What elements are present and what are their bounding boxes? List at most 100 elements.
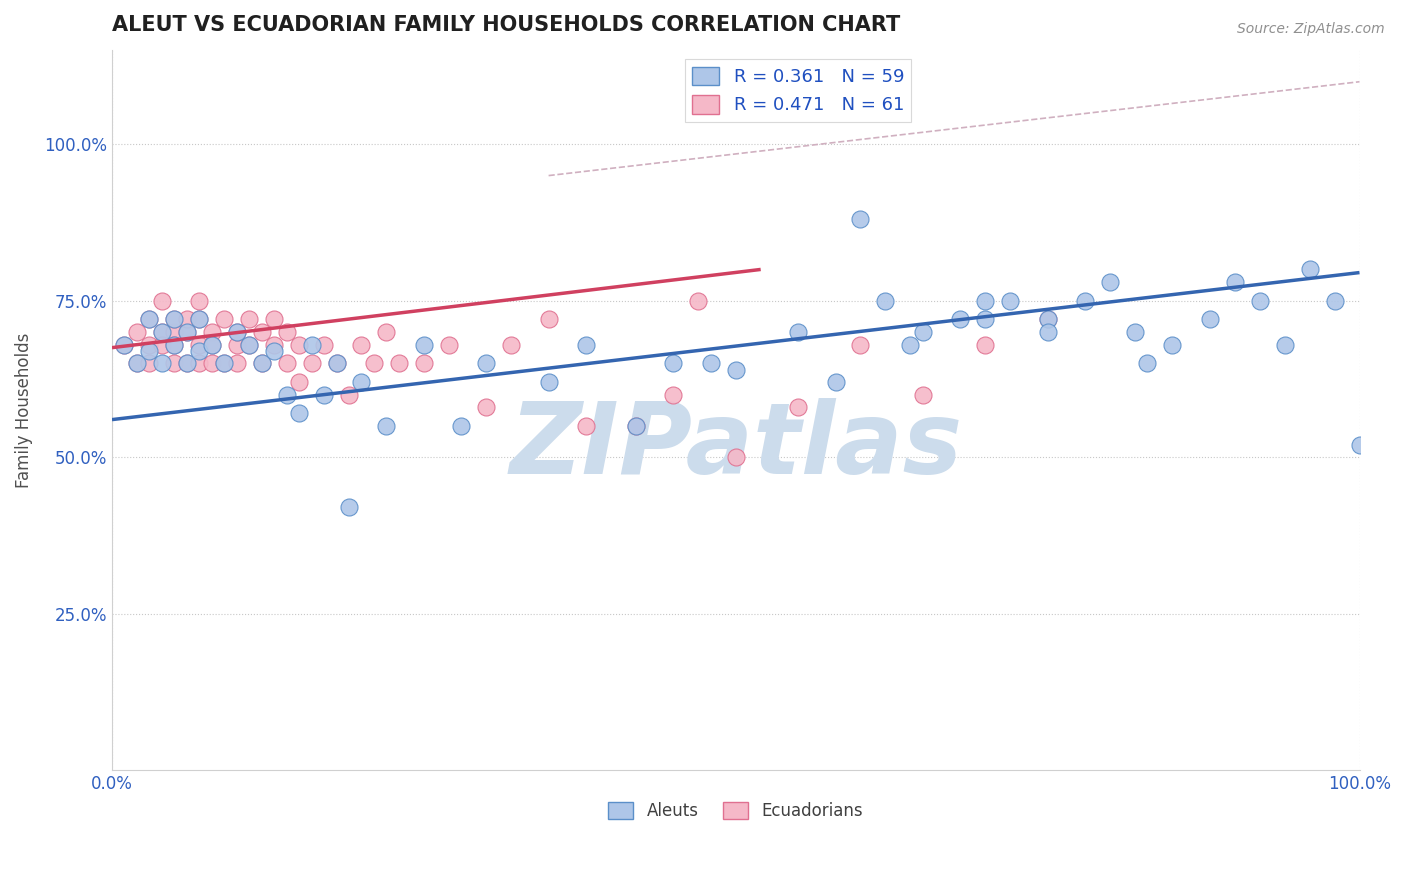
Point	[1123, 325, 1146, 339]
Point	[138, 356, 160, 370]
Point	[537, 312, 560, 326]
Point	[276, 387, 298, 401]
Point	[263, 337, 285, 351]
Point	[225, 337, 247, 351]
Point	[212, 356, 235, 370]
Point	[412, 356, 434, 370]
Point	[250, 325, 273, 339]
Point	[1036, 325, 1059, 339]
Point	[724, 362, 747, 376]
Point	[949, 312, 972, 326]
Text: Source: ZipAtlas.com: Source: ZipAtlas.com	[1237, 22, 1385, 37]
Point	[150, 356, 173, 370]
Point	[163, 312, 186, 326]
Point	[575, 337, 598, 351]
Point	[163, 312, 186, 326]
Point	[125, 356, 148, 370]
Point	[201, 356, 224, 370]
Point	[624, 418, 647, 433]
Point	[1136, 356, 1159, 370]
Point	[163, 325, 186, 339]
Point	[138, 337, 160, 351]
Point	[724, 450, 747, 464]
Point	[388, 356, 411, 370]
Point	[238, 312, 260, 326]
Point	[688, 293, 710, 308]
Point	[125, 325, 148, 339]
Point	[375, 325, 398, 339]
Point	[1074, 293, 1097, 308]
Point	[900, 337, 922, 351]
Point	[1036, 312, 1059, 326]
Point	[350, 375, 373, 389]
Point	[176, 325, 198, 339]
Point	[911, 387, 934, 401]
Text: ALEUT VS ECUADORIAN FAMILY HOUSEHOLDS CORRELATION CHART: ALEUT VS ECUADORIAN FAMILY HOUSEHOLDS CO…	[112, 15, 900, 35]
Point	[998, 293, 1021, 308]
Point	[238, 337, 260, 351]
Point	[337, 387, 360, 401]
Point	[188, 337, 211, 351]
Point	[1274, 337, 1296, 351]
Point	[138, 312, 160, 326]
Point	[276, 325, 298, 339]
Point	[176, 325, 198, 339]
Point	[974, 312, 997, 326]
Point	[263, 312, 285, 326]
Point	[163, 337, 186, 351]
Point	[212, 312, 235, 326]
Point	[225, 325, 247, 339]
Point	[312, 337, 335, 351]
Point	[114, 337, 136, 351]
Point	[163, 356, 186, 370]
Point	[176, 312, 198, 326]
Point	[176, 356, 198, 370]
Point	[1198, 312, 1220, 326]
Point	[1223, 275, 1246, 289]
Y-axis label: Family Households: Family Households	[15, 333, 32, 488]
Point	[276, 356, 298, 370]
Point	[974, 337, 997, 351]
Point	[212, 356, 235, 370]
Point	[700, 356, 723, 370]
Point	[375, 418, 398, 433]
Text: ZIPatlas: ZIPatlas	[509, 398, 962, 495]
Point	[974, 293, 997, 308]
Point	[1323, 293, 1346, 308]
Point	[1098, 275, 1121, 289]
Point	[138, 312, 160, 326]
Point	[288, 375, 311, 389]
Point	[150, 325, 173, 339]
Point	[875, 293, 897, 308]
Point	[188, 343, 211, 358]
Point	[201, 325, 224, 339]
Point	[1298, 262, 1320, 277]
Point	[787, 325, 810, 339]
Point	[849, 212, 872, 227]
Point	[1249, 293, 1271, 308]
Point	[325, 356, 347, 370]
Point	[450, 418, 472, 433]
Point	[163, 337, 186, 351]
Point	[201, 337, 224, 351]
Point	[125, 356, 148, 370]
Point	[475, 356, 498, 370]
Point	[288, 406, 311, 420]
Point	[312, 387, 335, 401]
Point	[301, 356, 323, 370]
Point	[1036, 312, 1059, 326]
Point	[337, 500, 360, 515]
Point	[325, 356, 347, 370]
Point	[250, 356, 273, 370]
Point	[662, 356, 685, 370]
Point	[114, 337, 136, 351]
Point	[188, 312, 211, 326]
Point	[1348, 437, 1371, 451]
Point	[150, 325, 173, 339]
Point	[662, 387, 685, 401]
Point	[501, 337, 523, 351]
Point	[150, 337, 173, 351]
Point	[849, 337, 872, 351]
Point	[911, 325, 934, 339]
Point	[1161, 337, 1184, 351]
